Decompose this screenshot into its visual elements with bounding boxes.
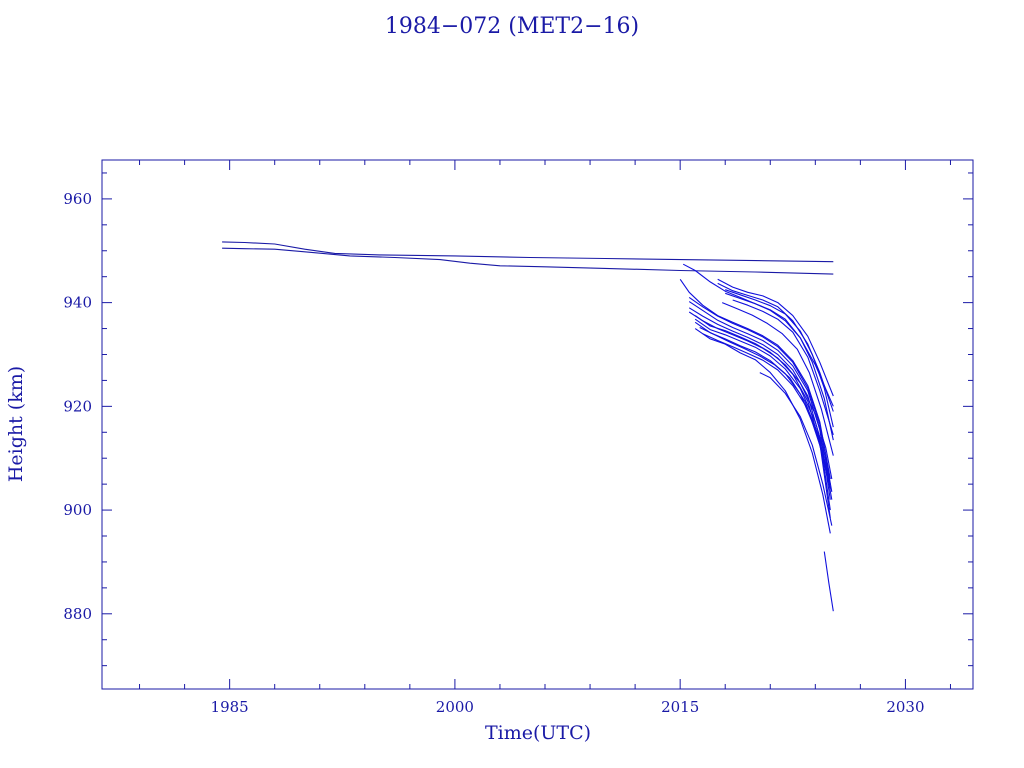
series-line-0 xyxy=(222,241,834,263)
series-line-3 xyxy=(679,278,831,480)
series-line-1 xyxy=(222,247,834,275)
series-line-18 xyxy=(732,299,834,436)
series-line-11 xyxy=(699,327,831,485)
axis-ticks xyxy=(102,160,973,689)
series-line-8 xyxy=(694,315,833,480)
series-line-16 xyxy=(725,289,834,428)
series-line-5 xyxy=(688,301,831,500)
x-axis-label: Time(UTC) xyxy=(485,722,591,744)
plot-frame xyxy=(101,159,974,690)
x-tick-labels: 1985 2000 2015 2030 xyxy=(211,698,925,716)
x-tick-label: 2015 xyxy=(661,698,699,716)
series-line-14 xyxy=(717,278,834,397)
y-tick-label: 880 xyxy=(63,605,92,623)
y-tick-labels: 880 900 920 940 960 xyxy=(63,190,92,623)
x-tick-label: 2000 xyxy=(436,698,474,716)
series-lines xyxy=(222,241,834,612)
y-tick-label: 900 xyxy=(63,501,92,519)
x-tick-label: 2030 xyxy=(886,698,924,716)
y-axis-label: Height (km) xyxy=(5,366,27,482)
series-line-13 xyxy=(694,328,831,534)
y-tick-label: 940 xyxy=(63,294,92,312)
series-line-6 xyxy=(688,307,831,511)
series-line-9 xyxy=(694,318,833,492)
series-line-20 xyxy=(759,372,833,526)
chart-title: 1984−072 (MET2−16) xyxy=(384,14,640,39)
y-tick-label: 920 xyxy=(63,397,92,415)
series-line-17 xyxy=(725,292,834,441)
series-line-4 xyxy=(688,296,831,490)
y-tick-label: 960 xyxy=(63,190,92,208)
x-tick-label: 1985 xyxy=(211,698,249,716)
series-line-19 xyxy=(721,302,834,456)
series-line-21 xyxy=(823,551,834,612)
